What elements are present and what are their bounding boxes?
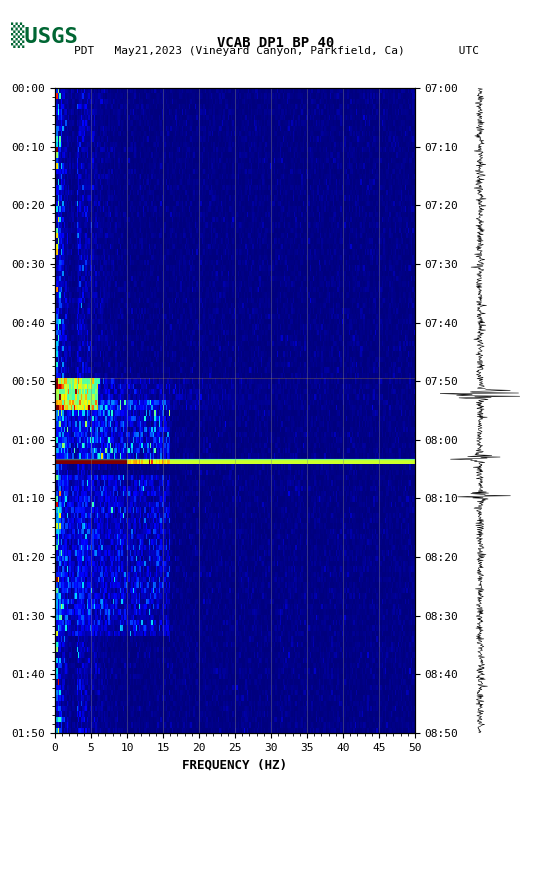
Text: ▒USGS: ▒USGS bbox=[11, 22, 78, 48]
Text: VCAB DP1 BP 40: VCAB DP1 BP 40 bbox=[217, 36, 335, 50]
Text: PDT   May21,2023 (Vineyard Canyon, Parkfield, Ca)        UTC: PDT May21,2023 (Vineyard Canyon, Parkfie… bbox=[73, 46, 479, 56]
X-axis label: FREQUENCY (HZ): FREQUENCY (HZ) bbox=[183, 758, 288, 772]
